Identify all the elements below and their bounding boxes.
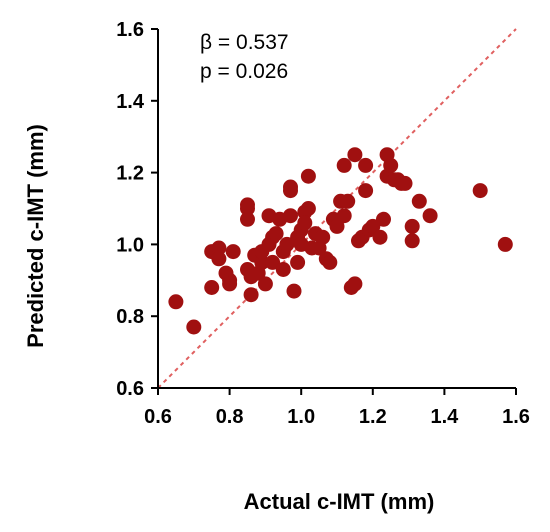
x-tick-label: 0.8 [216,406,244,428]
data-point [279,236,295,252]
data-point [240,211,255,227]
data-point [358,183,374,199]
data-point [376,211,391,227]
x-axis-title: Actual c-IMT (mm) [244,489,435,514]
beta-annotation: β = 0.537 [200,31,289,54]
data-point [315,229,331,245]
data-point [365,218,381,234]
data-point [340,193,356,209]
data-point [383,157,399,173]
data-point [372,229,388,245]
x-ticks: 0.6 0.8 1.0 1.2 1.4 1.6 [144,388,530,428]
data-point [211,240,227,256]
data-point [322,254,338,270]
data-point [222,276,238,292]
data-point [472,183,488,199]
data-point [204,280,220,295]
x-tick-label: 1.6 [502,406,530,428]
data-point [240,201,255,216]
data-point [300,168,316,184]
data-point [286,283,302,299]
p-value-annotation: p = 0.026 [200,60,288,83]
x-tick-label: 1.4 [430,406,459,428]
data-point [347,276,363,292]
x-tick-label: 1.2 [359,406,387,428]
data-point [422,208,438,224]
x-tick-label: 0.6 [144,406,172,428]
axes [157,29,516,389]
y-tick-label: 1.4 [116,91,145,113]
data-point [254,254,270,270]
y-ticks: 0.6 0.8 1.0 1.2 1.4 1.6 [116,19,158,400]
y-axis-title: Predicted c-IMT (mm) [23,124,48,348]
data-point [336,157,352,173]
data-point [336,208,352,224]
data-point [297,215,313,231]
data-point [257,276,273,292]
data-point [275,262,291,277]
data-point [268,226,284,242]
data-point [290,254,306,270]
y-tick-label: 0.8 [116,306,144,328]
data-points [168,147,513,335]
y-tick-label: 1.0 [116,234,144,256]
data-point [347,147,363,163]
x-tick-label: 1.0 [287,406,315,428]
data-point [300,201,316,216]
data-point [283,183,298,199]
data-point [404,233,420,249]
data-point [186,319,202,335]
data-point [397,175,413,191]
data-point [283,208,298,224]
data-point [497,236,513,252]
data-point [404,218,420,234]
y-tick-label: 1.6 [116,19,144,41]
data-point [329,218,345,234]
data-point [168,294,184,310]
data-point [358,157,374,173]
y-tick-label: 1.2 [116,163,144,185]
data-point [243,287,259,303]
data-point [265,254,281,270]
y-tick-label: 0.6 [116,378,144,400]
data-point [225,244,241,260]
data-point [411,193,427,209]
data-point [211,251,227,267]
